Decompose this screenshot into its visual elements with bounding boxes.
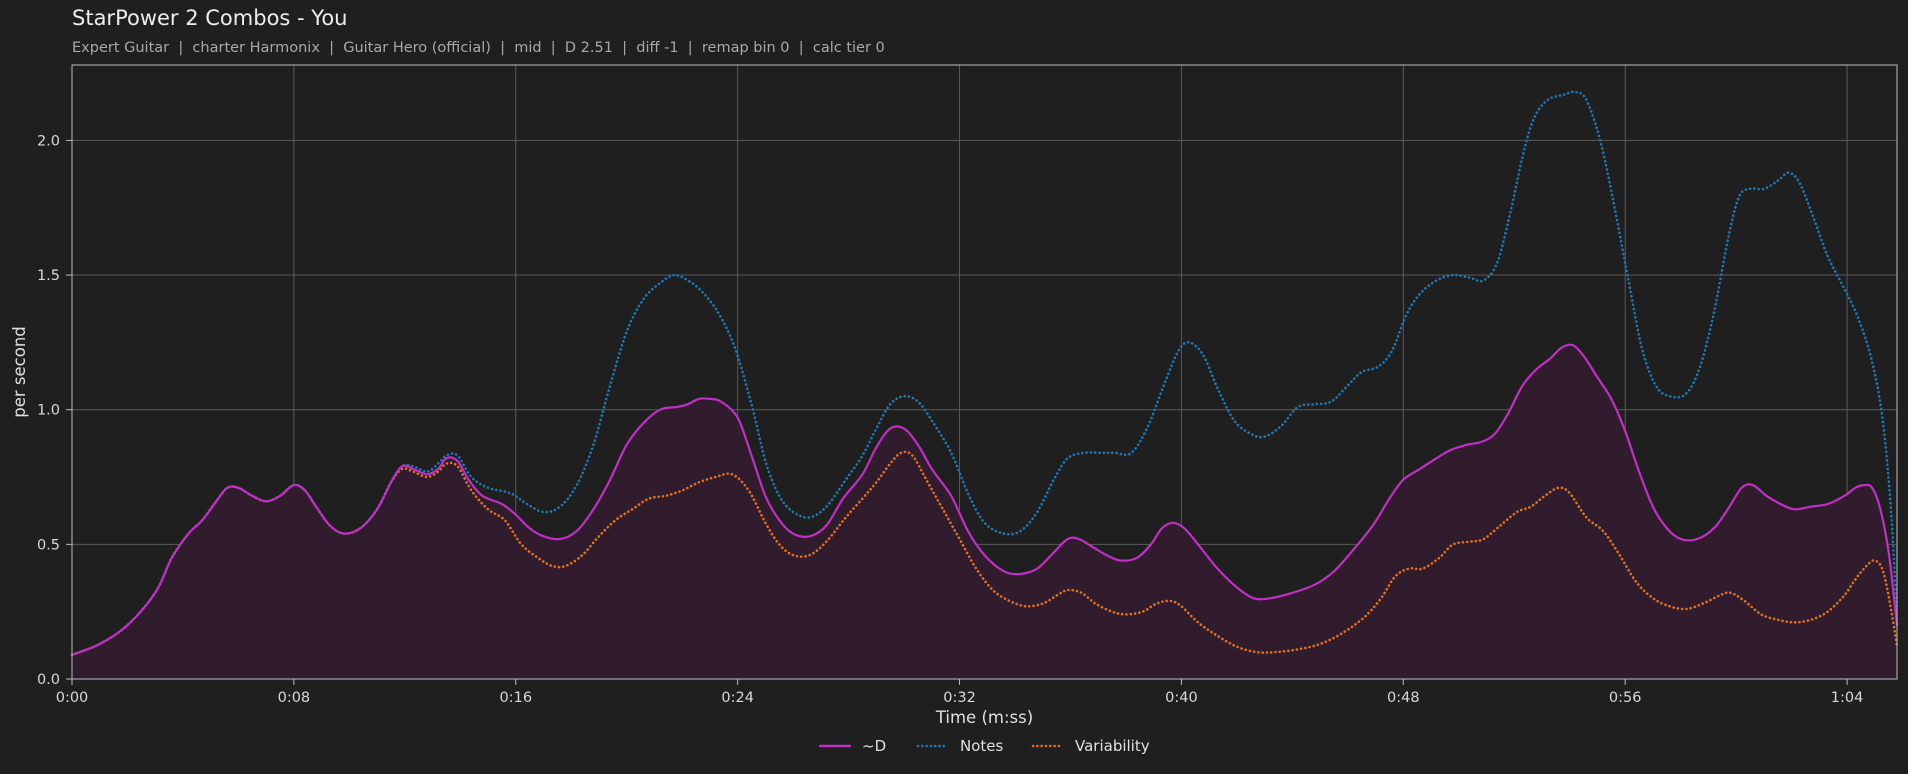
legend-label: Variability (1075, 737, 1150, 755)
y-tick-label: 2.0 (37, 133, 60, 149)
x-tick-label: 0:00 (56, 690, 89, 706)
x-tick-label: 1:04 (1831, 690, 1864, 706)
x-tick-label: 0:32 (943, 690, 976, 706)
x-tick-label: 0:16 (499, 690, 532, 706)
x-tick-label: 0:40 (1165, 690, 1198, 706)
series-line-d (70, 343, 1899, 656)
y-axis-label: per second (10, 326, 29, 418)
legend-label: ~D (862, 737, 886, 755)
y-tick-label: 1.0 (37, 403, 60, 419)
y-tick-label: 1.5 (37, 268, 60, 284)
series-line-notes (70, 90, 1899, 657)
x-tick-label: 0:24 (721, 690, 754, 706)
chart-subtitle: Expert Guitar | charter Harmonix | Guita… (72, 40, 885, 56)
x-axis-ticks: 0:00 0:08 0:16 0:24 0:32 0:40 0:48 0:56 1:04 (56, 679, 1864, 706)
series-layer (70, 90, 1899, 657)
legend: ~D Notes Variability (818, 737, 1150, 755)
legend-label: Notes (960, 737, 1004, 755)
x-tick-label: 0:56 (1609, 690, 1642, 706)
area-fill-layer (72, 344, 1897, 679)
x-axis-label: Time (m:ss) (935, 708, 1033, 727)
plot-frame (71, 64, 1898, 680)
y-tick-label: 0.5 (37, 537, 60, 553)
d-area-fill (72, 344, 1897, 679)
x-tick-label: 0:48 (1387, 690, 1420, 706)
chart-title: StarPower 2 Combos - You (72, 6, 348, 30)
x-tick-label: 0:08 (278, 690, 311, 706)
y-tick-label: 0.0 (37, 672, 60, 688)
y-axis-ticks: 0.0 0.5 1.0 1.5 2.0 (37, 133, 72, 688)
